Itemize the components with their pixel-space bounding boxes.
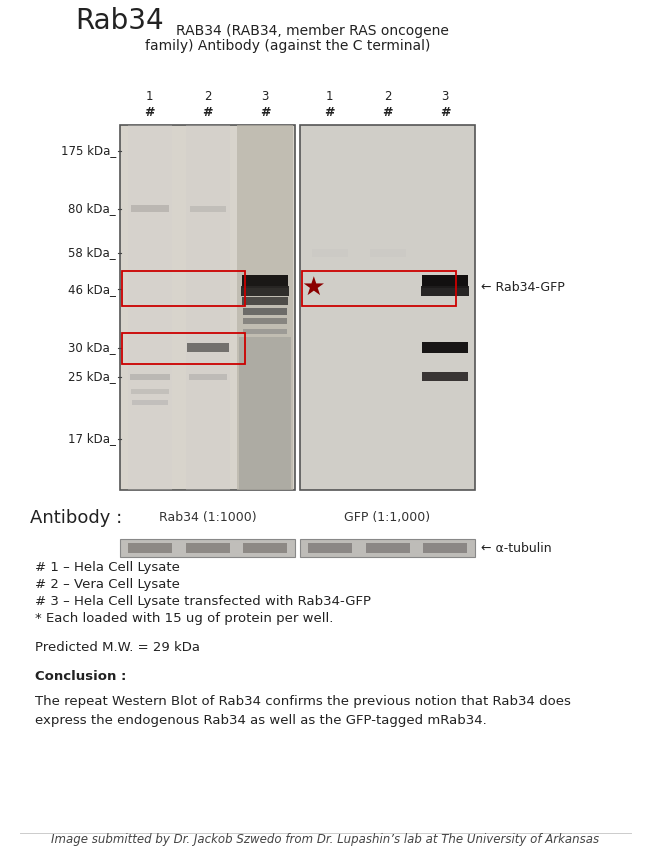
Text: Rab34 (1:1000): Rab34 (1:1000) [159, 511, 256, 524]
Text: * Each loaded with 15 ug of protein per well.: * Each loaded with 15 ug of protein per … [35, 612, 333, 625]
Bar [242, 275, 288, 288]
Text: The repeat Western Blot of Rab34 confirms the previous notion that Rab34 does
ex: The repeat Western Blot of Rab34 confirm… [35, 695, 571, 727]
Bar [243, 307, 287, 314]
Bar [132, 400, 168, 405]
Text: Conclusion :: Conclusion : [35, 670, 126, 683]
Bar [300, 539, 475, 557]
Bar [237, 125, 293, 490]
Bar [422, 342, 468, 353]
Bar [128, 543, 172, 553]
Text: 80 kDa_: 80 kDa_ [68, 202, 116, 215]
Text: # 1 – Hela Cell Lysate: # 1 – Hela Cell Lysate [35, 561, 180, 574]
Text: 25 kDa_: 25 kDa_ [68, 370, 116, 383]
Bar [422, 372, 468, 381]
Text: # 3 – Hela Cell Lysate transfected with Rab34-GFP: # 3 – Hela Cell Lysate transfected with … [35, 595, 371, 608]
Text: 17 kDa_: 17 kDa_ [68, 432, 116, 445]
Text: #: # [440, 106, 450, 119]
Text: RAB34 (RAB34, member RAS oncogene: RAB34 (RAB34, member RAS oncogene [176, 24, 449, 38]
Bar [423, 543, 467, 553]
Bar [128, 125, 172, 490]
Text: 30 kDa_: 30 kDa_ [68, 341, 116, 354]
Text: #: # [260, 106, 270, 119]
Text: 1: 1 [146, 90, 153, 103]
Text: ← Rab34-GFP: ← Rab34-GFP [481, 281, 565, 294]
Bar [369, 249, 406, 257]
Text: 58 kDa_: 58 kDa_ [68, 246, 116, 259]
Text: 1: 1 [326, 90, 333, 103]
Text: Antibody :: Antibody : [30, 509, 122, 527]
Text: 3: 3 [261, 90, 269, 103]
Bar [302, 271, 456, 306]
Text: 46 kDa_: 46 kDa_ [68, 282, 116, 295]
Text: Predicted M.W. = 29 kDa: Predicted M.W. = 29 kDa [35, 641, 200, 654]
Bar [120, 125, 295, 490]
Text: #: # [324, 106, 335, 119]
Bar [312, 249, 348, 257]
Bar [421, 286, 469, 296]
Bar [190, 206, 226, 212]
Bar [300, 125, 475, 490]
Bar [131, 389, 169, 394]
Bar [131, 206, 169, 213]
Bar [185, 543, 229, 553]
Text: ← α-tubulin: ← α-tubulin [481, 542, 552, 554]
Text: Rab34: Rab34 [75, 7, 164, 35]
Bar [188, 374, 226, 380]
Bar [122, 271, 244, 306]
Text: Image submitted by Dr. Jackob Szwedo from Dr. Lupashin’s lab at The University o: Image submitted by Dr. Jackob Szwedo fro… [51, 833, 599, 846]
Bar [243, 319, 287, 325]
Text: 3: 3 [441, 90, 449, 103]
Text: #: # [144, 106, 155, 119]
Bar [243, 329, 287, 334]
Text: ★: ★ [301, 275, 325, 300]
Bar [239, 337, 291, 490]
Text: 2: 2 [203, 90, 211, 103]
Bar [130, 374, 170, 380]
Text: 2: 2 [384, 90, 391, 103]
Bar [120, 539, 295, 557]
Text: # 2 – Vera Cell Lysate: # 2 – Vera Cell Lysate [35, 578, 180, 591]
Bar [242, 297, 288, 305]
Bar [187, 344, 229, 352]
Bar [422, 275, 468, 288]
Text: GFP (1:1,000): GFP (1:1,000) [344, 511, 430, 524]
Bar [122, 333, 244, 364]
Bar [241, 286, 289, 296]
Text: #: # [202, 106, 213, 119]
Text: family) Antibody (against the C terminal): family) Antibody (against the C terminal… [145, 39, 430, 53]
Bar [307, 543, 352, 553]
Bar [185, 125, 229, 490]
Text: #: # [382, 106, 393, 119]
Text: 175 kDa_: 175 kDa_ [60, 144, 116, 157]
Bar [365, 543, 410, 553]
Bar [243, 543, 287, 553]
